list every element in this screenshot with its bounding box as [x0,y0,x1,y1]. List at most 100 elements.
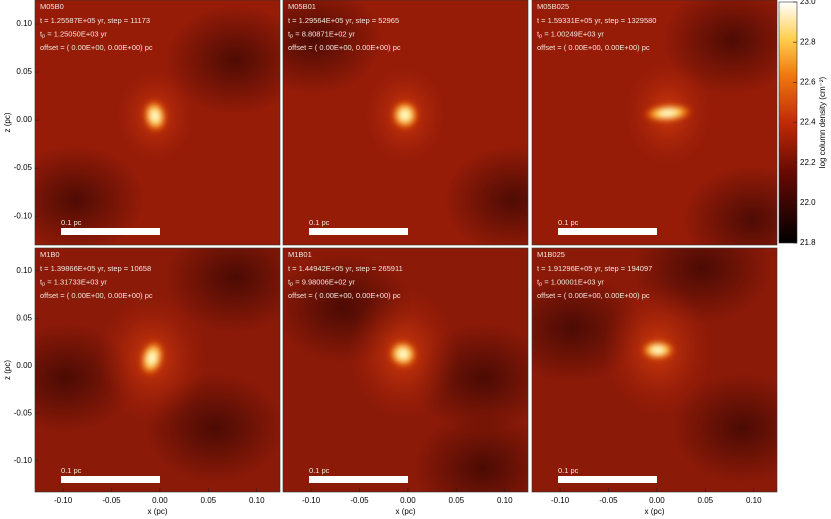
dark-patch [165,5,280,115]
x-tick-label: 0.10 [746,496,762,505]
symbol: t [40,29,43,38]
density-peak [642,103,694,123]
x-tick-label: 0.10 [497,496,513,505]
subscript: p [290,34,293,40]
info-line: t = 1.91296E+05 yr, step = 194097 [537,264,652,273]
x-tick-label: 0.10 [249,496,265,505]
scale-bar-label: 0.1 pc [61,218,82,227]
colorbar-tick-label: 21.8 [800,238,816,247]
x-axis-label: x (pc) [396,507,416,516]
scale-bar [309,228,408,235]
panel [35,0,280,245]
colorbar-tick-label: 22.6 [800,77,816,86]
x-tick-label: 0.00 [152,496,168,505]
subscript: p [42,282,45,288]
panel-title: M05B01 [288,2,316,11]
y-tick-label: 0.00 [16,361,32,370]
info-line: t = 1.25587E+05 yr, step = 11173 [40,16,150,25]
x-tick-label: -0.05 [102,496,121,505]
density-peak [640,340,676,360]
scale-bar [61,476,160,483]
colorbar-label: log column density (cm⁻²) [818,76,827,168]
colorbar-tick-label: 22.2 [800,158,816,167]
dark-patch [672,373,777,483]
info-line: t = 1.39866E+05 yr, step = 10658 [40,264,151,273]
scale-bar-label: 0.1 pc [309,218,330,227]
panel-frame [531,247,778,493]
x-tick-label: 0.00 [649,496,665,505]
density-peak [142,99,168,133]
info-line: tp = 1.00249E+03 yr [537,29,604,39]
panel-title: M1B0 [40,250,60,259]
info-line: t = 1.59331E+05 yr, step = 1329580 [537,16,656,25]
scale-bar-label: 0.1 pc [61,466,82,475]
scale-bar-label: 0.1 pc [558,218,579,227]
density-peak [139,339,165,377]
panel-title: M1B01 [288,250,312,259]
x-tick-label: -0.05 [350,496,369,505]
info-line: offset = ( 0.00E+00, 0.00E+00) pc [40,43,153,52]
info-line: tp = 8.80871E+02 yr [288,29,355,39]
panel [532,0,777,245]
y-tick-label: 0.10 [16,19,32,28]
value: = 1.25050E+03 yr [45,29,107,38]
dark-patch [283,0,383,95]
panel-frame [531,0,778,246]
panel-title: M05B0 [40,2,64,11]
panel [283,0,528,245]
subscript: p [539,282,542,288]
x-tick-label: 0.05 [449,496,465,505]
info-line: tp = 1.00001E+03 yr [537,277,604,287]
subscript: p [290,282,293,288]
panel-title: M1B025 [537,250,565,259]
panel [283,248,528,492]
panel-frame [282,247,529,493]
info-line: offset = ( 0.00E+00, 0.00E+00) pc [537,291,650,300]
scale-bar [558,228,657,235]
info-line: t = 1.29564E+05 yr, step = 52965 [288,16,399,25]
y-tick-label: 0.10 [16,266,32,275]
info-line: tp = 1.31733E+03 yr [40,277,107,287]
colorbar-tick-label: 22.8 [800,37,816,46]
symbol: t [537,277,540,286]
value: = 8.80871E+02 yr [293,29,355,38]
scale-bar [309,476,408,483]
x-axis-label: x (pc) [645,507,665,516]
dark-patch [682,165,777,245]
info-line: offset = ( 0.00E+00, 0.00E+00) pc [288,43,401,52]
dark-patch [413,413,528,492]
symbol: t [537,29,540,38]
panel-frame [34,0,281,246]
value: = 1.00001E+03 yr [542,277,604,286]
info-line: offset = ( 0.00E+00, 0.00E+00) pc [537,43,650,52]
y-tick-label: 0.05 [16,67,32,76]
y-tick-label: -0.10 [14,211,33,220]
panel [35,248,280,492]
x-tick-label: 0.05 [201,496,217,505]
scale-bar [61,228,160,235]
info-line: offset = ( 0.00E+00, 0.00E+00) pc [40,291,153,300]
panel [532,248,777,492]
info-line: tp = 9.98006E+02 yr [288,277,355,287]
x-axis-label: x (pc) [148,507,168,516]
panel-title: M05B025 [537,2,569,11]
scale-bar [558,476,657,483]
panel-frame [282,0,529,246]
info-line: t = 1.44942E+05 yr, step = 265911 [288,264,403,273]
density-peak [391,100,419,130]
x-tick-label: -0.10 [54,496,73,505]
colorbar-tick-label: 22.0 [800,198,816,207]
subscript: p [42,34,45,40]
panel-frame [34,247,281,493]
dark-patch [443,145,528,245]
symbol: t [288,277,291,286]
info-line: tp = 1.25050E+03 yr [40,29,107,39]
x-tick-label: -0.10 [551,496,570,505]
dark-patch [165,248,280,333]
colorbar-tick-label: 22.4 [800,118,816,127]
scale-bar-label: 0.1 pc [558,466,579,475]
y-tick-label: -0.05 [14,163,33,172]
subscript: p [539,34,542,40]
value: = 9.98006E+02 yr [293,277,355,286]
